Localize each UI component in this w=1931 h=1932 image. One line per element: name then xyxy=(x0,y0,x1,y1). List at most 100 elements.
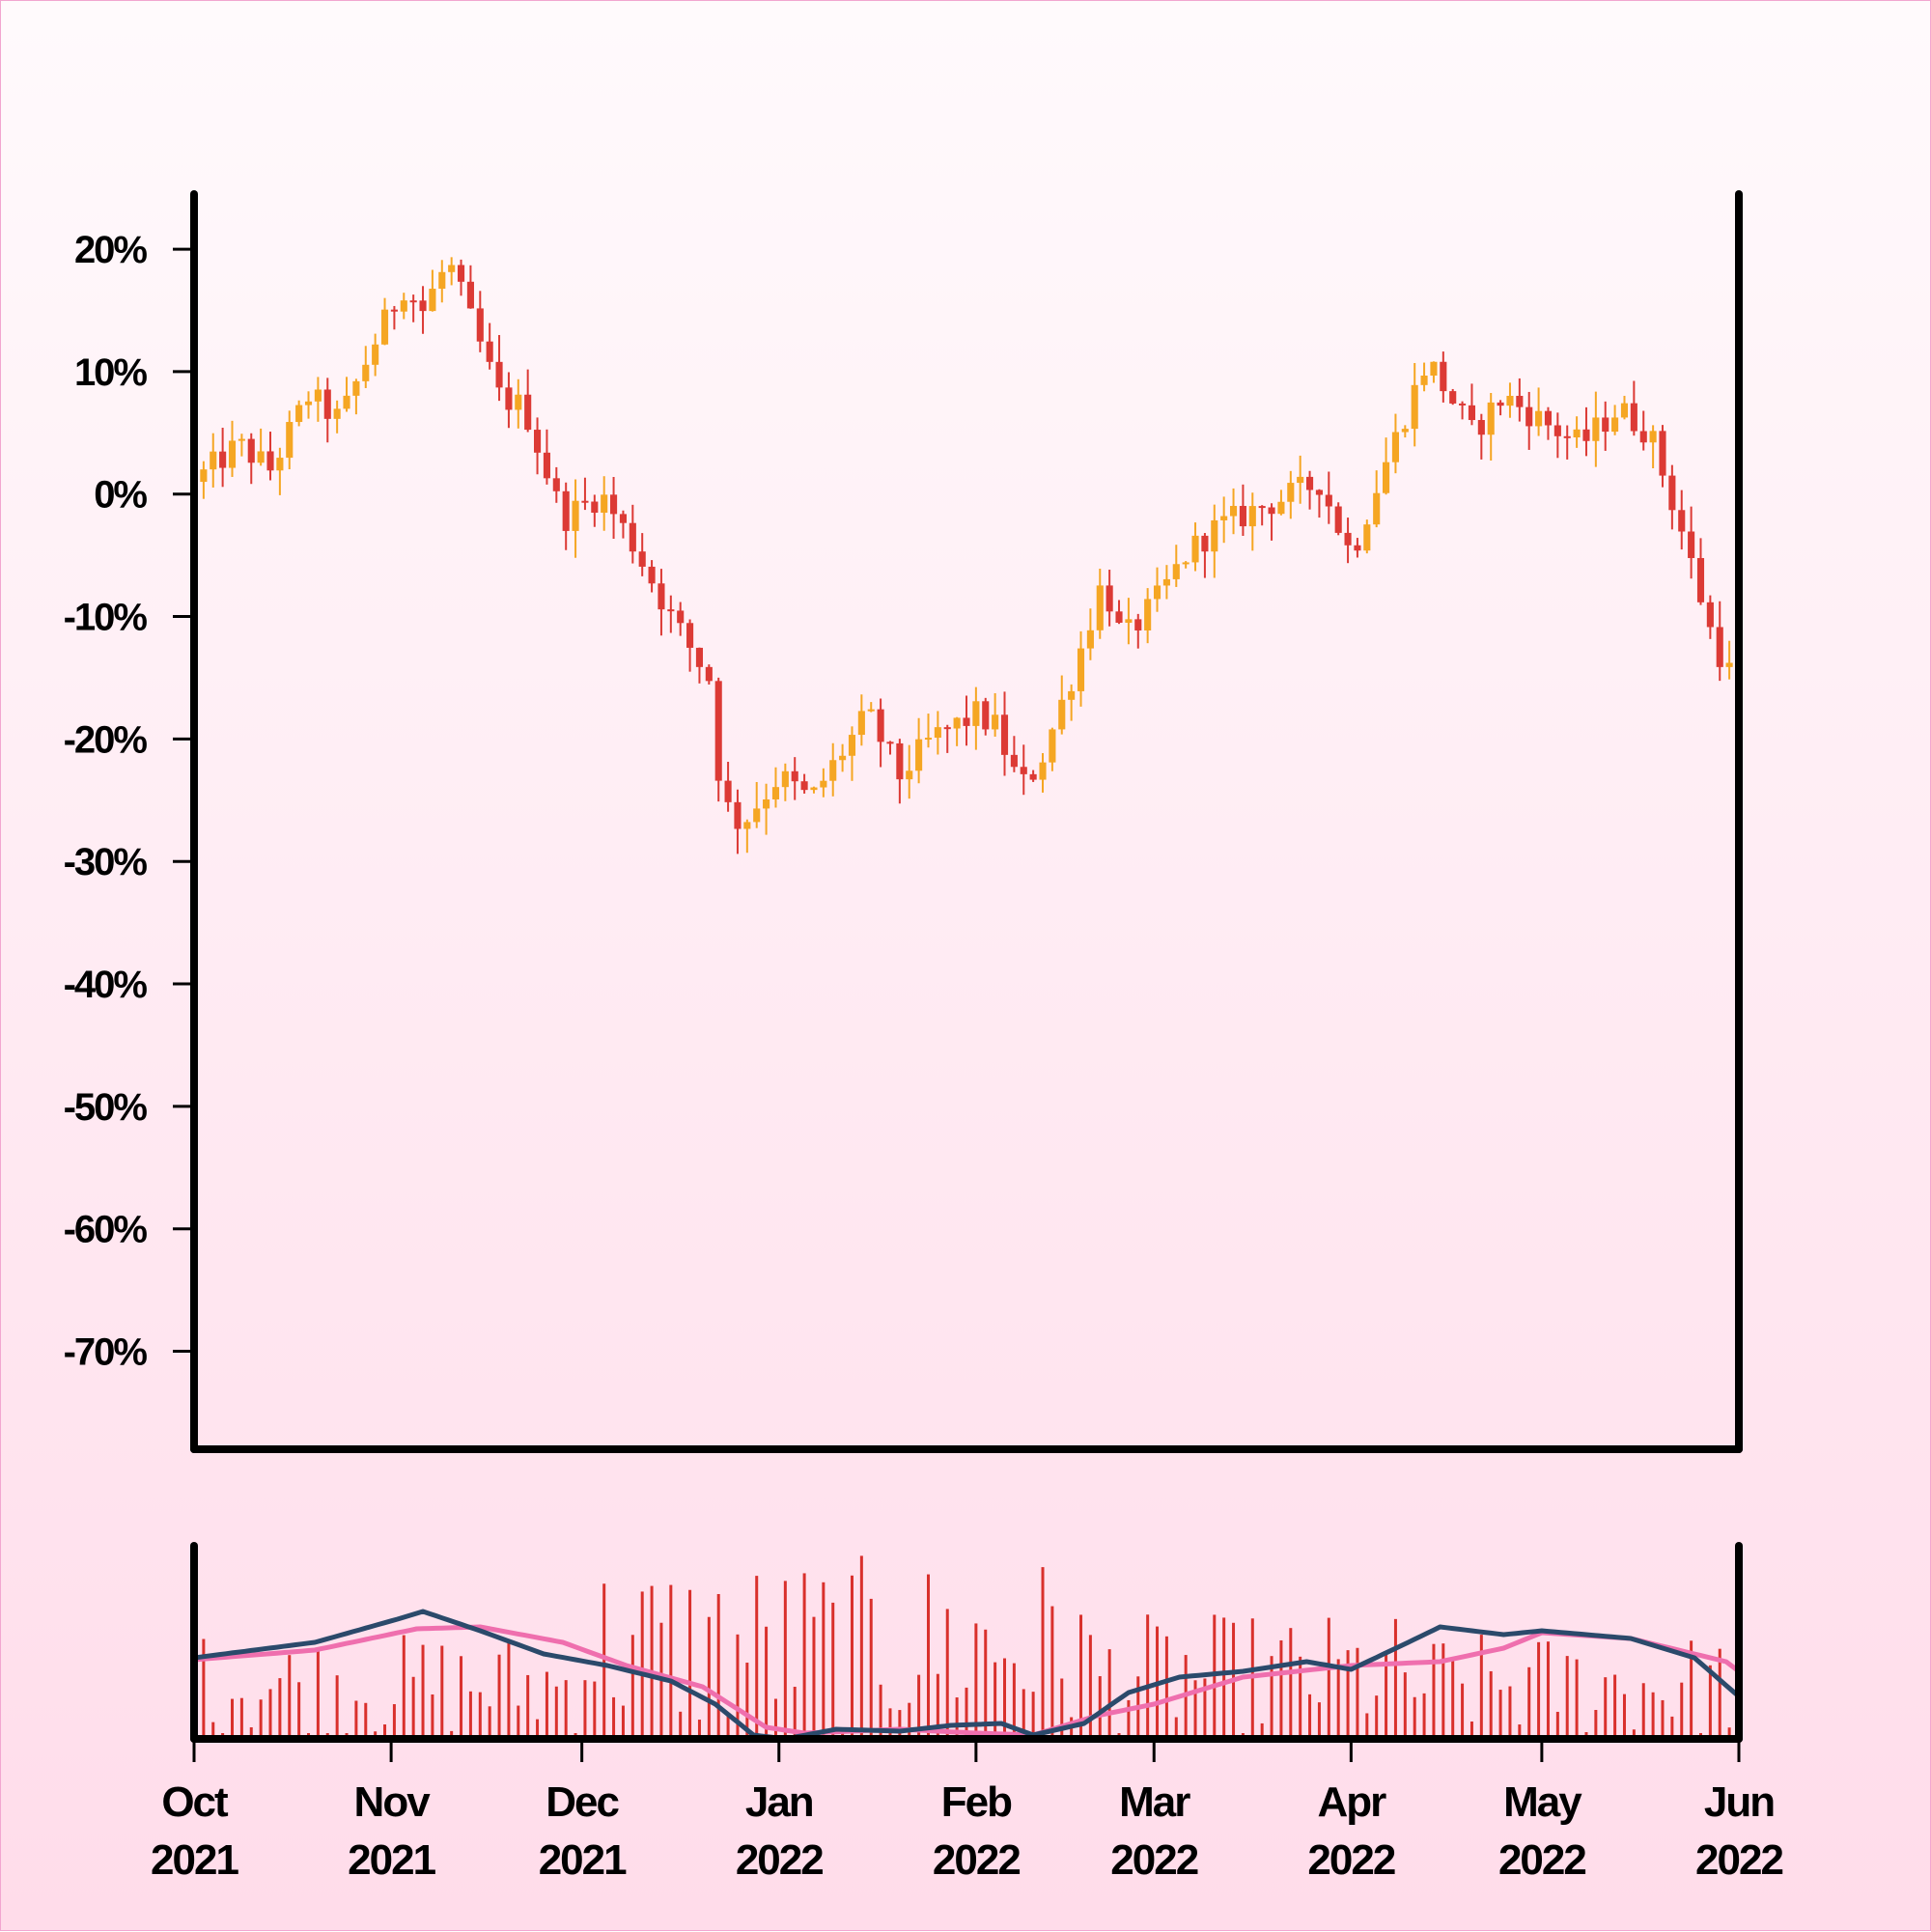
candle xyxy=(438,260,446,303)
volume-bar xyxy=(793,1687,797,1739)
candle xyxy=(982,697,990,736)
volume-bar xyxy=(354,1700,358,1739)
candle xyxy=(1153,567,1161,612)
y-tick-label: -20% xyxy=(64,718,148,761)
volume-bar xyxy=(297,1682,301,1739)
candle xyxy=(1411,362,1418,447)
volume-bar xyxy=(1088,1635,1092,1739)
volume-bar xyxy=(640,1591,644,1739)
candle xyxy=(839,743,847,772)
candle xyxy=(1573,416,1581,448)
candle xyxy=(953,716,961,746)
volume-bar xyxy=(1555,1711,1559,1739)
candle xyxy=(1325,471,1332,524)
volume-bar xyxy=(1651,1692,1655,1739)
volume-bar xyxy=(1479,1635,1483,1739)
candle xyxy=(705,664,713,685)
volume-line-series xyxy=(193,1609,1741,1742)
candle xyxy=(1010,736,1018,772)
volume-bar xyxy=(765,1626,769,1739)
candle xyxy=(314,377,322,422)
candle xyxy=(1497,400,1504,416)
candle xyxy=(1602,401,1609,451)
candle xyxy=(466,265,474,309)
volume-bar xyxy=(1537,1641,1541,1739)
candle xyxy=(286,410,294,470)
candlestick-series xyxy=(200,257,1743,854)
candle xyxy=(943,724,951,753)
x-tick-year-label: 2022 xyxy=(1498,1836,1585,1884)
candle xyxy=(867,702,875,713)
volume-bar xyxy=(1527,1666,1531,1739)
volume-bar xyxy=(602,1583,606,1739)
candle xyxy=(658,569,665,636)
volume-bar xyxy=(268,1689,272,1739)
volume-bar xyxy=(1670,1716,1674,1739)
volume-bar xyxy=(1213,1614,1217,1739)
panel-frames xyxy=(190,190,1743,1743)
candle xyxy=(1287,470,1295,519)
candle xyxy=(495,335,503,402)
candle xyxy=(1468,383,1476,426)
candle xyxy=(800,773,808,794)
candle xyxy=(695,647,704,684)
candle xyxy=(505,372,513,429)
y-tick-label: -30% xyxy=(64,841,148,883)
candle xyxy=(343,377,350,412)
candle xyxy=(476,291,484,352)
volume-bar xyxy=(1469,1722,1473,1739)
candle xyxy=(562,482,570,550)
volume-bar xyxy=(497,1654,501,1739)
candle xyxy=(1363,519,1371,554)
volume-bar xyxy=(1289,1628,1293,1739)
candle xyxy=(448,257,456,286)
volume-bar xyxy=(460,1656,463,1739)
volume-bar xyxy=(621,1705,625,1739)
volume-bar xyxy=(908,1702,911,1739)
candle xyxy=(1649,425,1657,469)
volume-bar xyxy=(1127,1699,1131,1739)
candle xyxy=(1115,600,1123,625)
volume-bar xyxy=(468,1691,472,1739)
candle xyxy=(1334,502,1342,536)
candle xyxy=(1553,412,1561,459)
volume-bar xyxy=(1308,1694,1312,1739)
volume-bar xyxy=(1203,1678,1207,1739)
candle xyxy=(1096,569,1104,639)
candle xyxy=(886,741,894,755)
x-tick-month-label: May xyxy=(1503,1778,1582,1826)
candle xyxy=(457,259,465,296)
candle xyxy=(1430,361,1438,383)
volume-bar xyxy=(1718,1648,1721,1739)
volume-bar xyxy=(716,1593,720,1739)
volume-bar xyxy=(936,1673,939,1739)
volume-bar xyxy=(593,1681,597,1739)
volume-bar xyxy=(1050,1606,1054,1739)
candle xyxy=(362,346,370,388)
volume-bar xyxy=(736,1634,740,1739)
candle xyxy=(1449,388,1457,406)
candle xyxy=(534,417,542,475)
candle xyxy=(771,767,780,808)
volume-average-line-dark xyxy=(193,1609,1741,1742)
candle xyxy=(1688,506,1695,579)
candle xyxy=(276,447,284,495)
candle xyxy=(724,762,732,812)
x-tick-month-label: Feb xyxy=(941,1778,1012,1826)
volume-bar xyxy=(239,1697,243,1739)
candle xyxy=(1373,470,1381,528)
candle xyxy=(304,391,313,419)
volume-bar xyxy=(650,1585,654,1739)
candle xyxy=(763,783,770,835)
volume-bar xyxy=(440,1645,444,1739)
y-tick-label: 10% xyxy=(74,351,147,394)
candle xyxy=(419,286,427,334)
volume-bar xyxy=(745,1663,749,1739)
candle xyxy=(791,757,798,800)
volume-bar xyxy=(1060,1678,1064,1739)
y-tick-label: -10% xyxy=(64,597,148,639)
volume-bar xyxy=(630,1635,634,1739)
x-tick-year-label: 2022 xyxy=(933,1836,1020,1884)
